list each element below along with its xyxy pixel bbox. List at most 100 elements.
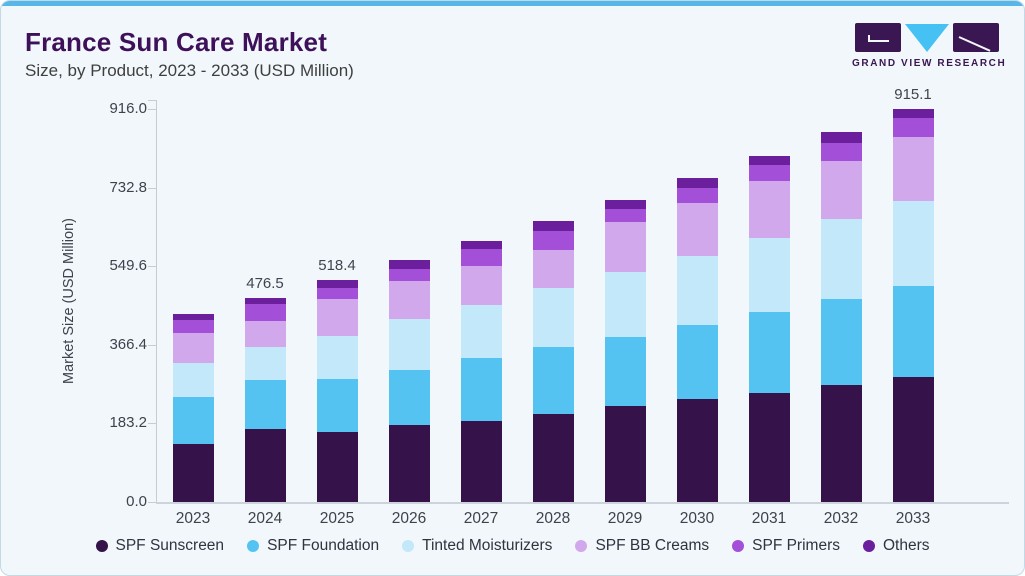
y-tick-mark	[148, 266, 156, 268]
x-tick-label: 2033	[895, 510, 931, 527]
y-tick-mark	[148, 423, 156, 425]
bar-segment	[748, 165, 790, 181]
x-axis-labels: 2023 2024 2025 2026 2027 2028 2029 2030 2031 2032…	[157, 510, 949, 528]
bar-segment	[316, 335, 358, 380]
bar-segment	[532, 347, 574, 415]
legend-label: SPF BB Creams	[595, 537, 710, 554]
legend-label: SPF Sunscreen	[115, 537, 225, 554]
stacked-bar-2027	[460, 240, 502, 502]
page-subtitle: Size, by Product, 2023 - 2033 (USD Milli…	[25, 61, 354, 80]
bar-segment	[388, 260, 430, 270]
bar-segment	[676, 202, 718, 257]
bar-segment	[244, 347, 286, 381]
bar-segment	[532, 414, 574, 502]
bar-group-2032	[805, 108, 877, 502]
bar-segment	[388, 269, 430, 282]
bar-segment	[820, 142, 862, 161]
x-tick-label: 2032	[823, 510, 859, 527]
legend-dot-icon	[575, 540, 588, 552]
legend-dot-icon	[732, 540, 745, 552]
bar-segment	[748, 155, 790, 166]
bar-segment	[748, 393, 790, 502]
bar-segment	[604, 199, 646, 210]
bar-group-2025: 518.4	[301, 108, 373, 502]
bar-segment	[676, 399, 718, 502]
bar-segment	[172, 443, 214, 502]
stacked-bar-2025: 518.4	[316, 257, 358, 502]
bar-segment	[244, 321, 286, 348]
y-tick-mark	[148, 109, 156, 110]
bar-segment	[316, 288, 358, 299]
bar-segment	[892, 286, 934, 377]
legend-dot-icon	[247, 540, 260, 552]
stacked-bar-2031	[748, 155, 790, 502]
logo-left-block	[855, 23, 901, 52]
y-tick-label: 0.0	[126, 493, 147, 510]
bar-group-2027	[445, 108, 517, 502]
stacked-bar-2032	[820, 132, 862, 502]
y-tick-label: 916.0	[109, 100, 147, 117]
bar-segment	[172, 362, 214, 397]
bar-segment	[388, 319, 430, 370]
bar-segment	[172, 320, 214, 333]
gvr-logo: GRAND VIEW RESEARCH	[852, 23, 1005, 69]
bar-segment	[172, 314, 214, 321]
legend-item: Tinted Moisturizers	[402, 537, 552, 555]
x-tick-label: 2030	[679, 510, 715, 527]
y-tick-label: 183.2	[109, 414, 147, 432]
bar-segment	[172, 332, 214, 363]
bar-segment	[460, 248, 502, 266]
bar-segment	[460, 304, 502, 358]
bar-group-2033: 915.1	[877, 86, 949, 502]
stacked-bar-2030	[676, 177, 718, 502]
bar-segment	[820, 298, 862, 386]
bar-segment	[820, 132, 862, 143]
bar-segment	[244, 297, 286, 304]
stacked-bar-2024: 476.5	[244, 275, 286, 502]
bar-group-2023	[157, 108, 229, 502]
legend-item: SPF Primers	[732, 537, 840, 555]
bar-segment	[388, 369, 430, 426]
bar-segment	[604, 222, 646, 272]
stacked-bar-2023	[172, 314, 214, 502]
legend-item: SPF BB Creams	[575, 537, 709, 555]
legend-dot-icon	[95, 540, 108, 552]
bar-segment	[316, 298, 358, 336]
bar-segment	[748, 180, 790, 238]
bar-segment	[388, 425, 430, 502]
y-tick-label: 549.6	[109, 257, 147, 275]
bar-segment	[532, 288, 574, 348]
bar-segment	[820, 385, 862, 502]
x-tick-label: 2028	[535, 510, 571, 527]
y-axis-top-cap	[148, 100, 157, 101]
bar-segment	[460, 265, 502, 305]
x-axis-line	[156, 502, 1009, 504]
bar-segment	[604, 271, 646, 337]
y-tick-mark	[148, 502, 156, 503]
bar-segment	[532, 221, 574, 231]
bar-segment	[676, 187, 718, 203]
bar-segment	[316, 432, 358, 502]
page-title: France Sun Care Market	[25, 27, 328, 57]
y-tick-mark	[148, 187, 156, 189]
y-axis-title: Market Size (USD Million)	[61, 218, 77, 384]
bar-segment	[892, 376, 934, 502]
x-tick-label: 2023	[175, 510, 211, 527]
legend-item: SPF Foundation	[247, 537, 379, 555]
legend-item: Others	[862, 537, 930, 555]
bar-segment	[604, 406, 646, 502]
bar-total-label: 915.1	[894, 86, 932, 104]
legend: SPF Sunscreen SPF Foundation Tinted Moistu…	[41, 537, 984, 555]
y-tick-label: 366.4	[109, 335, 147, 353]
bar-segment	[820, 218, 862, 299]
x-tick-label: 2024	[247, 510, 283, 527]
legend-label: Tinted Moisturizers	[422, 537, 553, 554]
y-axis-line	[156, 100, 157, 502]
bar-segment	[604, 336, 646, 407]
bar-segment	[244, 428, 286, 502]
x-tick-label: 2027	[463, 510, 499, 527]
legend-dot-icon	[402, 540, 415, 552]
legend-label: SPF Primers	[752, 537, 840, 554]
